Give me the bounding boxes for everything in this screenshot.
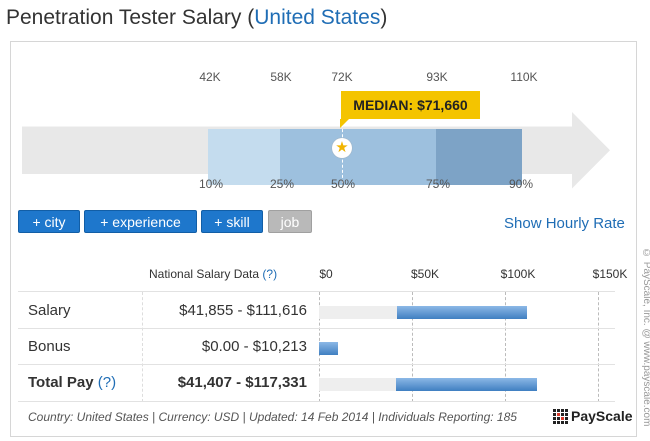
- divider: [18, 401, 615, 402]
- axis-label: $150K: [592, 267, 628, 281]
- header-help-link[interactable]: (?): [262, 267, 278, 281]
- band-p10-p25: [208, 129, 280, 185]
- value-p90: 110K: [510, 70, 538, 84]
- percentile-90: 90%: [508, 177, 534, 191]
- show-hourly-rate-link[interactable]: Show Hourly Rate: [504, 215, 625, 232]
- divider: [18, 291, 615, 292]
- add-experience-button[interactable]: + experience: [84, 210, 197, 233]
- divider: [18, 328, 615, 329]
- axis-label: $100K: [500, 267, 536, 281]
- value-p75: 93K: [426, 70, 448, 84]
- axis-label: $0: [319, 267, 333, 281]
- median-tooltip: MEDIAN: $71,660: [340, 91, 480, 128]
- band-p75-p90: [436, 129, 522, 185]
- row-label-salary: Salary: [28, 302, 71, 319]
- percentile-10: 10%: [198, 177, 224, 191]
- total-pay-help-link[interactable]: (?): [97, 374, 117, 391]
- bar-track: [319, 306, 397, 319]
- page-title: Penetration Tester Salary (United States…: [6, 6, 388, 29]
- divider: [18, 364, 615, 365]
- row-value-salary: $41,855 - $111,616: [179, 302, 307, 319]
- footer-info: Country: United States | Currency: USD |…: [28, 410, 517, 424]
- percentile-25: 25%: [269, 177, 295, 191]
- axis-label: $50K: [410, 267, 440, 281]
- band-p25-p75: [280, 129, 436, 185]
- row-value-total-pay: $41,407 - $117,331: [177, 374, 307, 391]
- bar-track: [319, 378, 396, 391]
- gridline: [505, 292, 506, 402]
- row-value-bonus: $0.00 - $10,213: [201, 338, 307, 355]
- row-label-total-pay: Total Pay (?): [28, 374, 117, 391]
- payscale-dots-icon: [553, 409, 568, 424]
- column-divider: [142, 292, 143, 402]
- job-button[interactable]: job: [268, 210, 312, 233]
- gridline: [598, 292, 599, 402]
- table-header: National Salary Data (?): [149, 267, 278, 281]
- salary-bar: [396, 306, 527, 319]
- value-p10: 42K: [199, 70, 221, 84]
- add-skill-button[interactable]: + skill: [201, 210, 263, 233]
- salary-panel: [10, 41, 637, 437]
- row-label-bonus: Bonus: [28, 338, 71, 355]
- median-star-icon: ★: [332, 138, 352, 158]
- percentile-75: 75%: [425, 177, 451, 191]
- value-p50: 72K: [331, 70, 353, 84]
- total-pay-bar: [396, 378, 538, 391]
- add-city-button[interactable]: + city: [18, 210, 80, 233]
- copyright-side-text: © PayScale, Inc. @ www.payscale.com: [641, 248, 650, 427]
- country-link[interactable]: United States: [254, 6, 381, 29]
- gridline: [412, 292, 413, 402]
- value-p25: 58K: [270, 70, 292, 84]
- percentile-50: 50%: [330, 177, 356, 191]
- bonus-bar: [319, 342, 338, 355]
- payscale-logo[interactable]: PayScale: [553, 406, 633, 426]
